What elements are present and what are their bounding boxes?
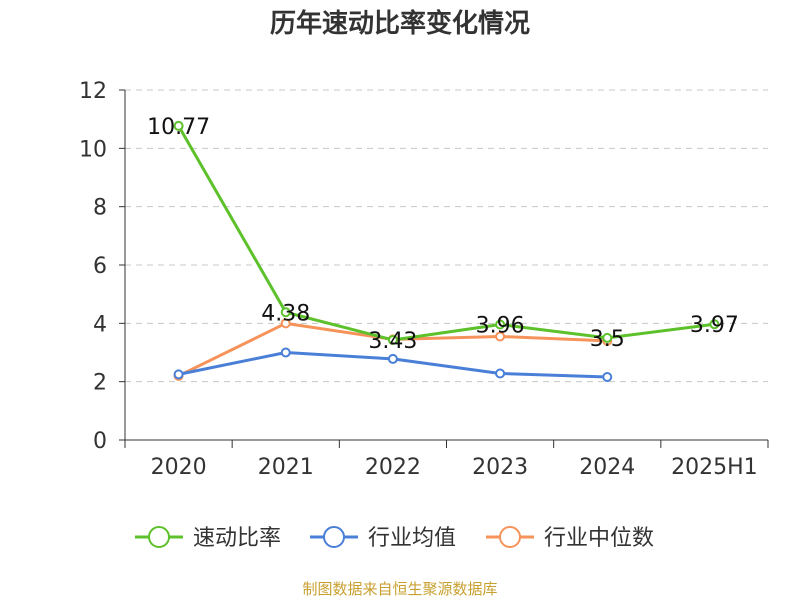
legend-item[interactable]: 行业中位数	[486, 526, 654, 551]
series-point	[173, 369, 184, 380]
series-point	[280, 307, 291, 318]
x-tick-label: 2024	[579, 455, 635, 480]
legend-marker	[148, 526, 170, 548]
data-label: 3.43	[368, 329, 417, 354]
x-tick-label: 2025H1	[671, 455, 758, 480]
x-tick-label: 2020	[151, 455, 207, 480]
series-point	[495, 331, 506, 342]
legend-marker	[323, 526, 345, 548]
legend-marker	[499, 526, 521, 548]
data-labels: 10.77 4.38 3.43 3.96 3.5 3.97	[147, 115, 739, 354]
y-tick-label: 4	[93, 312, 107, 337]
axes: 0 2 4 6 8 10 12 2020 2021 2022 2023 2024 2025H1	[79, 79, 769, 480]
series-point	[709, 319, 720, 330]
legend[interactable]: 速动比率 行业均值 行业中位数	[135, 526, 654, 551]
series-point	[495, 368, 506, 379]
x-tick-label: 2023	[472, 455, 528, 480]
y-tick-label: 0	[93, 429, 107, 454]
series-lines	[173, 120, 720, 382]
legend-item[interactable]: 速动比率	[135, 526, 281, 551]
series-point	[280, 318, 291, 329]
y-tick-label: 2	[93, 371, 107, 396]
legend-label: 速动比率	[193, 526, 281, 551]
x-tick-label: 2021	[258, 455, 314, 480]
series-point	[387, 334, 398, 345]
series-point	[495, 319, 506, 330]
series-point	[602, 332, 613, 343]
y-tick-label: 8	[93, 196, 107, 221]
y-tick-label: 10	[79, 137, 107, 162]
grid-lines	[125, 89, 768, 383]
source-note: 制图数据来自恒生聚源数据库	[302, 580, 497, 598]
legend-item[interactable]: 行业均值	[310, 526, 456, 551]
x-tick-label: 2022	[365, 455, 421, 480]
y-tick-label: 6	[93, 254, 107, 279]
series-point	[280, 347, 291, 358]
series-point	[173, 120, 184, 131]
data-label: 4.38	[261, 301, 310, 326]
y-tick-label: 12	[79, 79, 107, 104]
series-point	[602, 372, 613, 382]
data-label: 3.5	[590, 327, 625, 352]
data-label: 3.97	[690, 313, 739, 338]
data-label: 10.77	[147, 115, 210, 140]
legend-label: 行业均值	[368, 526, 456, 551]
data-label: 3.96	[476, 314, 525, 339]
legend-label: 行业中位数	[544, 526, 654, 551]
series-point	[387, 353, 398, 364]
chart-title: 历年速动比率变化情况	[270, 8, 530, 39]
series-line-0	[177, 125, 715, 342]
